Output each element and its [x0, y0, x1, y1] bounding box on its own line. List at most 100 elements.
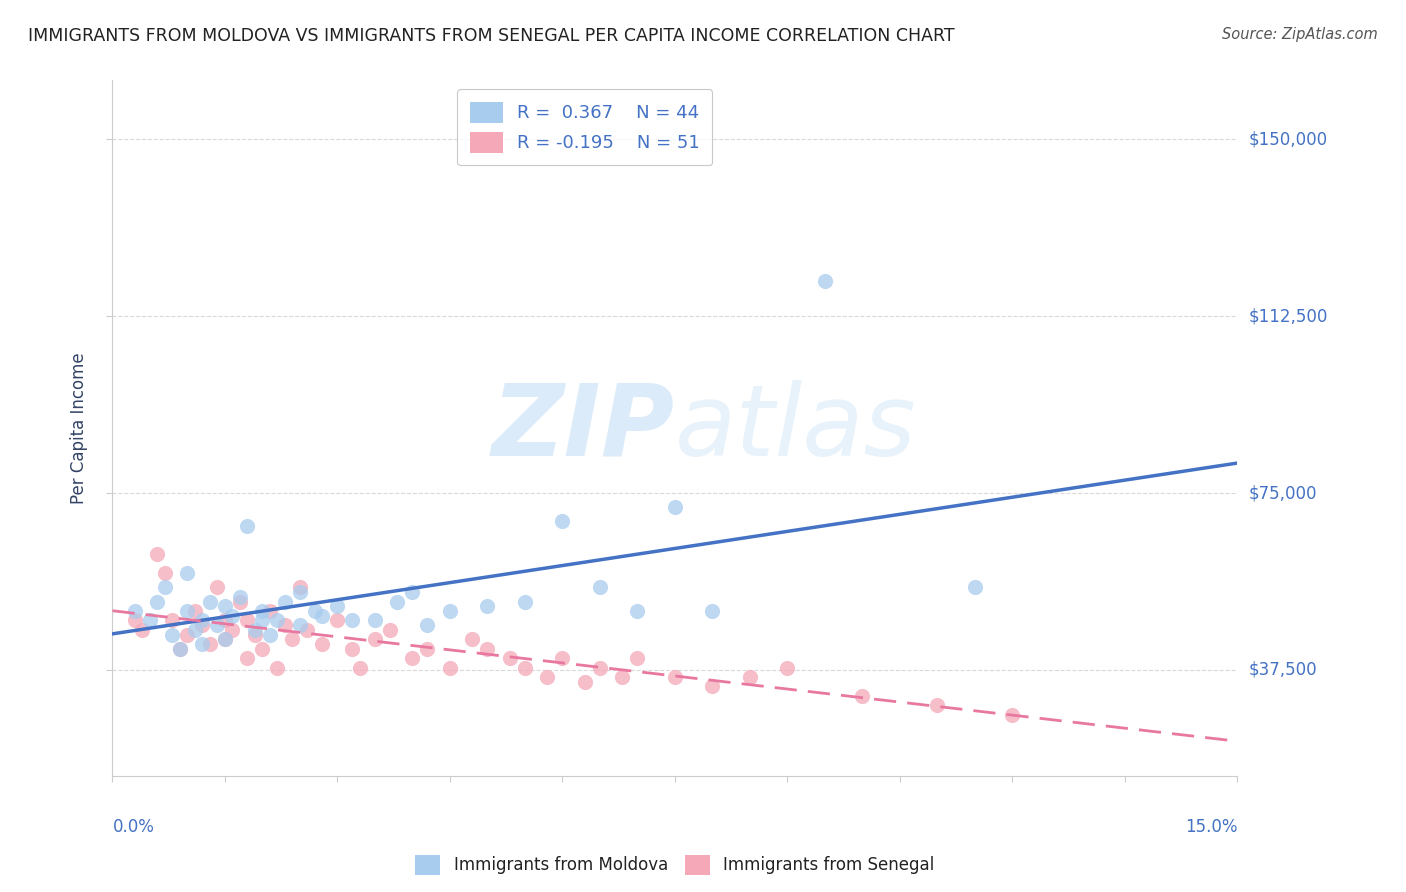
Point [626, 604, 648, 618]
Point [626, 651, 648, 665]
Point [288, 580, 311, 594]
Text: atlas: atlas [675, 380, 917, 476]
Text: $150,000: $150,000 [1249, 130, 1327, 148]
Point [274, 618, 297, 632]
Point [146, 547, 169, 561]
Point [297, 623, 319, 637]
Point [612, 670, 634, 684]
Point [776, 660, 799, 674]
Point [378, 623, 401, 637]
Point [252, 641, 274, 656]
Point [927, 698, 949, 713]
Point [401, 651, 423, 665]
Point [176, 604, 198, 618]
Point [349, 660, 371, 674]
Point [214, 613, 236, 627]
Point [191, 637, 214, 651]
Point [536, 670, 558, 684]
Point [266, 613, 288, 627]
Point [207, 580, 229, 594]
Point [574, 674, 596, 689]
Y-axis label: Per Capita Income: Per Capita Income [70, 352, 89, 504]
Point [664, 670, 686, 684]
Point [326, 613, 349, 627]
Point [702, 604, 724, 618]
Point [266, 660, 288, 674]
Point [124, 613, 146, 627]
Point [364, 632, 387, 647]
Point [169, 641, 191, 656]
Point [252, 604, 274, 618]
Point [191, 618, 214, 632]
Point [236, 651, 259, 665]
Point [146, 594, 169, 608]
Point [551, 514, 574, 528]
Point [259, 627, 281, 641]
Point [589, 580, 612, 594]
Point [664, 500, 686, 515]
Point [176, 627, 198, 641]
Text: $112,500: $112,500 [1249, 307, 1327, 325]
Point [229, 590, 252, 604]
Point [214, 632, 236, 647]
Point [229, 594, 252, 608]
Point [221, 623, 243, 637]
Point [221, 608, 243, 623]
Point [214, 632, 236, 647]
Point [311, 608, 333, 623]
Point [963, 580, 986, 594]
Point [416, 618, 439, 632]
Point [124, 604, 146, 618]
Point [162, 627, 184, 641]
Point [311, 637, 333, 651]
Point [281, 632, 304, 647]
Point [814, 274, 837, 288]
Point [198, 594, 221, 608]
Point [513, 660, 536, 674]
Point [207, 618, 229, 632]
Point [191, 613, 214, 627]
Point [326, 599, 349, 614]
Point [288, 585, 311, 599]
Point [513, 594, 536, 608]
Point [477, 641, 499, 656]
Point [153, 580, 176, 594]
Point [364, 613, 387, 627]
Point [387, 594, 409, 608]
Point [439, 660, 461, 674]
Text: $37,500: $37,500 [1249, 661, 1317, 679]
Point [589, 660, 612, 674]
Point [184, 623, 207, 637]
Point [738, 670, 761, 684]
Point [243, 623, 266, 637]
Text: ZIP: ZIP [492, 380, 675, 476]
Point [342, 641, 364, 656]
Point [259, 604, 281, 618]
Point [304, 604, 326, 618]
Legend: Immigrants from Moldova, Immigrants from Senegal: Immigrants from Moldova, Immigrants from… [408, 847, 942, 883]
Point [342, 613, 364, 627]
Point [274, 594, 297, 608]
Point [243, 627, 266, 641]
Point [176, 566, 198, 581]
Text: $75,000: $75,000 [1249, 484, 1317, 502]
Point [1001, 707, 1024, 722]
Point [153, 566, 176, 581]
Text: IMMIGRANTS FROM MOLDOVA VS IMMIGRANTS FROM SENEGAL PER CAPITA INCOME CORRELATION: IMMIGRANTS FROM MOLDOVA VS IMMIGRANTS FR… [28, 27, 955, 45]
Point [416, 641, 439, 656]
Text: Source: ZipAtlas.com: Source: ZipAtlas.com [1222, 27, 1378, 42]
Point [131, 623, 153, 637]
Point [198, 637, 221, 651]
Text: 15.0%: 15.0% [1185, 818, 1237, 836]
Point [162, 613, 184, 627]
Point [252, 613, 274, 627]
Text: 0.0%: 0.0% [112, 818, 155, 836]
Point [184, 604, 207, 618]
Point [461, 632, 484, 647]
Point [139, 613, 162, 627]
Point [236, 519, 259, 533]
Point [439, 604, 461, 618]
Point [851, 689, 873, 703]
Point [169, 641, 191, 656]
Point [551, 651, 574, 665]
